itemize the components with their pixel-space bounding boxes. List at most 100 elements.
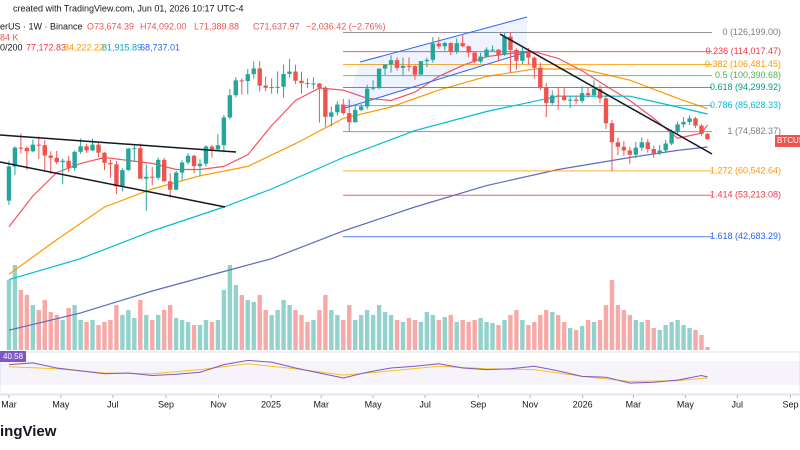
symbol: erUS · 1W · Binance [0,21,83,31]
rsi-line [8,359,708,384]
candle-body [161,159,167,182]
x-tick-label: May [52,399,70,409]
candle-body [448,42,453,52]
volume-bar [699,335,704,350]
volume-bar [370,315,376,350]
x-tick-label: May [365,399,383,409]
volume-bar [591,322,597,350]
volume-bar [561,322,567,350]
candle-body [627,150,633,155]
volume-bar [317,310,322,350]
volume-bar [400,322,406,350]
ma-value: 68,737.01 [140,42,180,52]
candle-body [299,80,304,84]
candle-body [406,65,412,67]
candle-body [227,95,233,118]
moving-average [8,146,708,331]
volume-bar [538,315,543,350]
volume-bar [567,328,573,350]
volume-bar [132,318,137,350]
logo: ingView [0,423,57,440]
candle-body [532,57,537,68]
x-tick-label: Sep [470,399,486,409]
candle-body [376,68,382,88]
volume-label: 84 K [0,32,19,42]
volume-bar [639,322,644,350]
volume-bar [627,315,633,350]
candle-body [585,93,591,96]
volume-bar [114,305,119,350]
fib-label: 0.618 (94,299.92) [710,82,781,92]
volume-bar [496,325,501,350]
x-tick-label: Mar [626,399,642,409]
volume-bar [454,322,459,350]
candle-body [556,95,561,97]
x-tick-label: Mar [313,399,329,409]
rsi-pane [0,351,800,395]
volume-bar [54,315,59,350]
volume-bar [281,300,286,350]
candle-body [287,71,292,74]
volume-bar [257,295,262,350]
candle-body [167,181,173,190]
candle-body [90,144,95,151]
candle-body [42,145,47,156]
volume-bar [245,300,250,350]
volume-bar [150,320,155,350]
candle-body [412,66,418,75]
candle-body [263,85,268,88]
volume-bar [364,310,370,350]
candle-body [675,124,680,132]
ohlc: O73,674.39 [87,21,134,31]
candle-body [544,87,549,104]
candle-body [364,88,370,107]
channel-line [359,16,528,63]
volume-bar [251,302,256,350]
candle-body [209,146,215,150]
candle-body [173,172,179,190]
volume-bar [102,322,107,350]
candle-body [520,50,525,61]
volume-bar [293,310,298,350]
candle-body [114,164,119,187]
volume-bar [227,265,233,350]
candle-body [567,99,573,101]
volume-bar [520,320,525,350]
candle-body [239,80,244,82]
volume-bar [335,315,340,350]
candle-body [621,146,627,151]
fib-label: 1.618 (42,683.29) [710,231,781,241]
candle-body [681,121,686,125]
candle-body [335,104,340,113]
candle-body [508,36,513,50]
change: −2,036.42 (−2.76%) [306,21,386,31]
candle-body [323,87,328,117]
trend-line [0,161,226,208]
ma-value: 84,222.22 [64,42,104,52]
x-tick-label: Jul [419,399,431,409]
volume-bar [60,320,65,350]
candle-body [633,147,639,155]
ma-label: 0/200 [0,42,23,52]
fib-label: 0 (126,199.00) [722,27,781,37]
candle-body [394,60,400,68]
volume-bar [490,323,495,350]
candle-body [550,95,555,104]
candle-body [108,162,113,165]
candle-body [281,73,286,87]
volume-bar [502,320,507,350]
candle-body [526,50,531,58]
volume-bar [233,285,239,350]
volume-bar [472,320,477,350]
candle-body [466,46,471,53]
candle-body [639,142,644,148]
candle-body [460,43,465,47]
volume-bar [615,305,621,350]
candle-body [150,176,155,178]
candle-body [156,159,161,178]
candle-body [645,142,650,150]
candle-body [651,149,656,154]
volume-bar [173,318,179,350]
volume-bar [275,310,280,350]
candle-body [663,143,668,151]
